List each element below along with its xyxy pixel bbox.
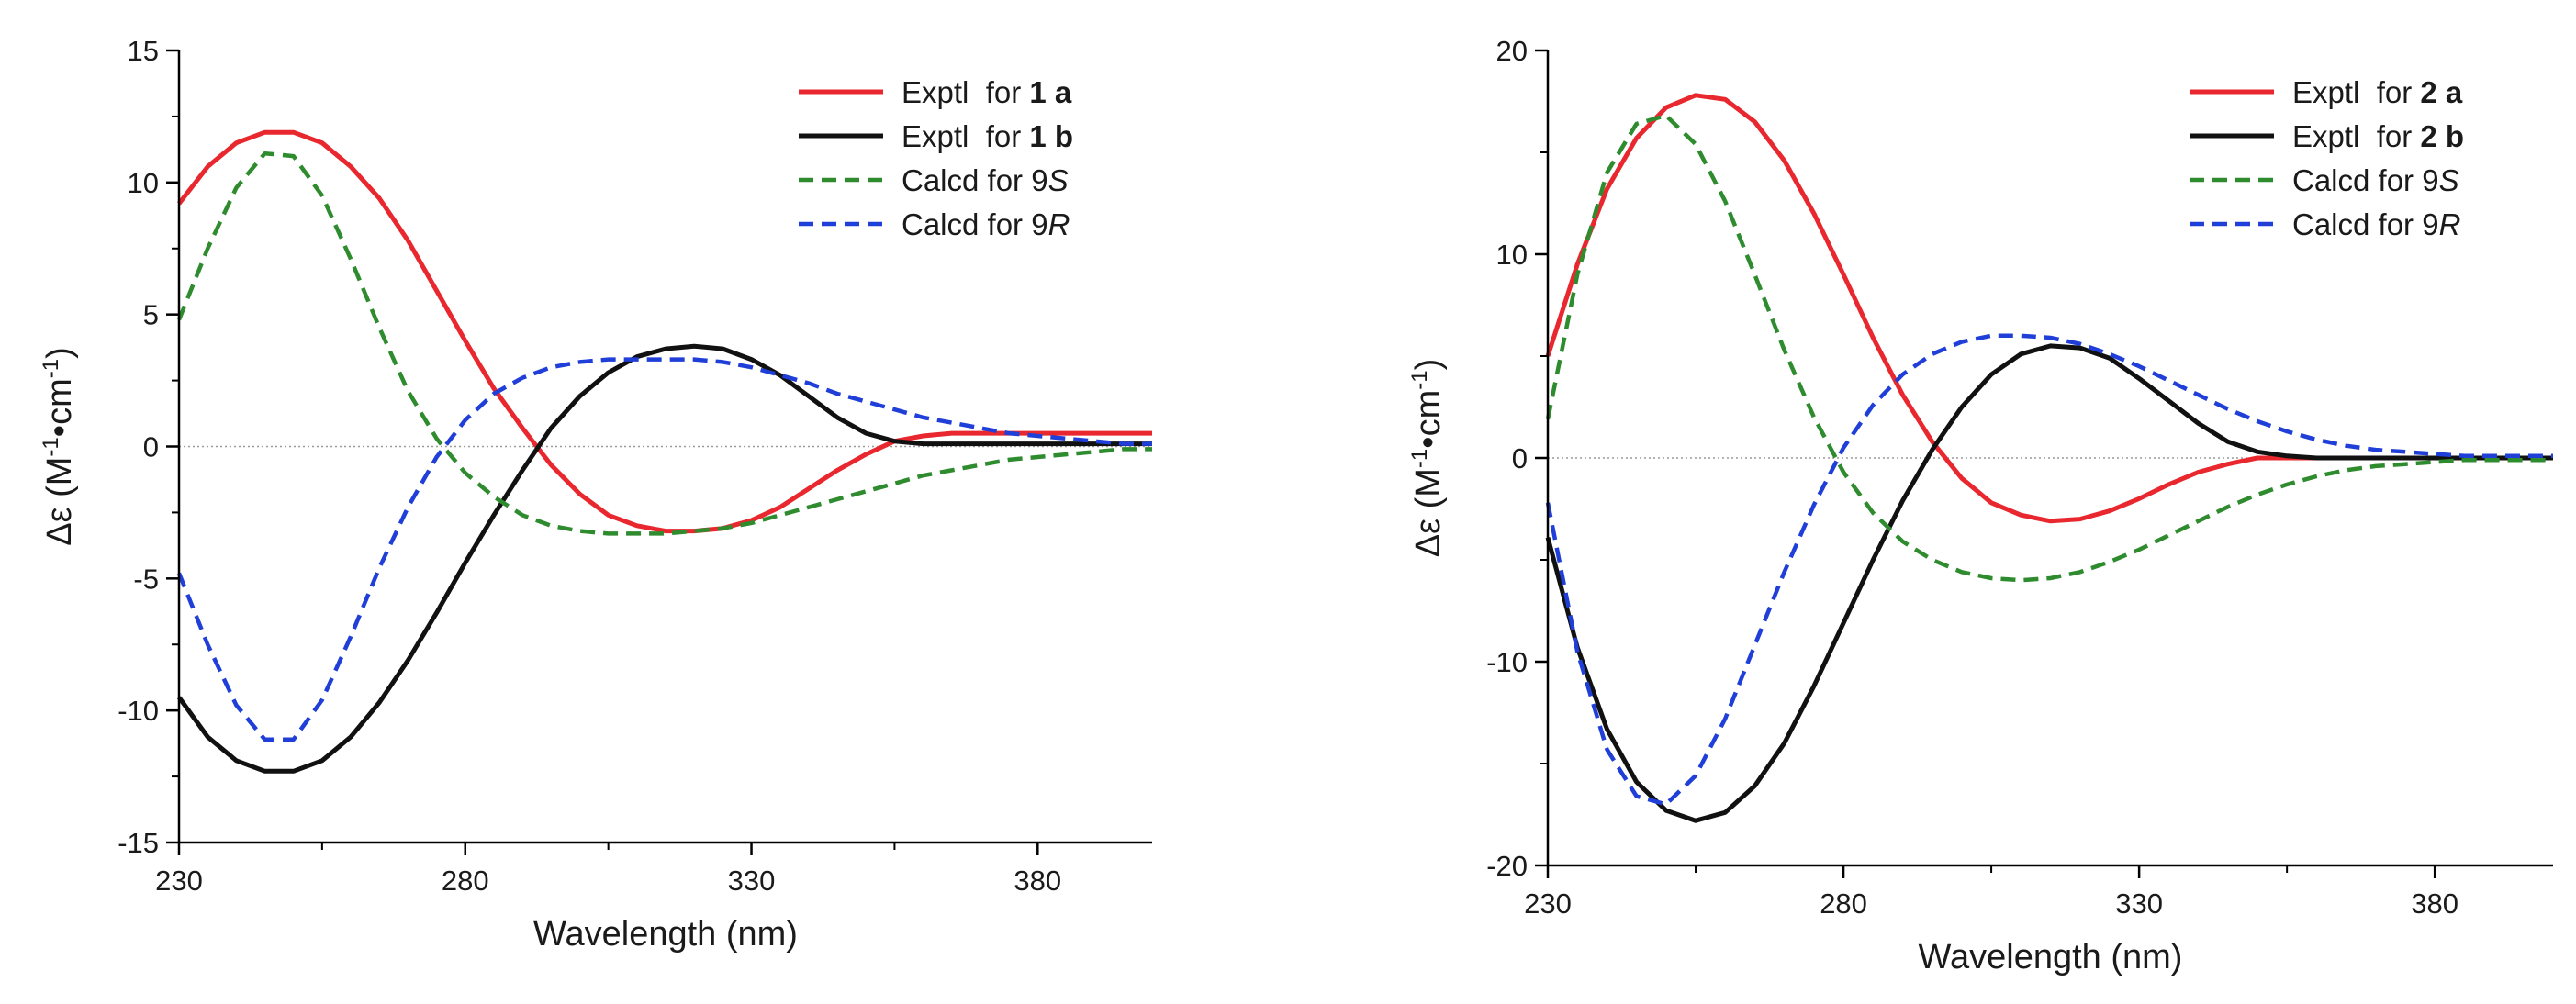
x-tick-label: 230 — [1524, 887, 1572, 920]
x-tick-label: 330 — [728, 865, 776, 897]
y-axis-label: Δε (M-1•cm-1) — [39, 347, 79, 546]
y-tick-label: -20 — [1486, 850, 1528, 882]
cd-chart-right: 230 280 330 380 -20 -10 0 10 20 Wavelength (nm) Δε… — [1407, 35, 2553, 976]
y-tick-label: 20 — [1496, 35, 1528, 67]
y-tick-label: -15 — [118, 827, 159, 859]
series-line-4 — [176, 357, 1152, 742]
y-tick-label: 10 — [1496, 239, 1528, 271]
x-tick-label: 380 — [1014, 865, 1061, 897]
y-tick-label: -5 — [133, 563, 159, 595]
x-axis-label: Wavelength (nm) — [533, 915, 798, 954]
legend-entry-label: Calcd for 9S — [902, 163, 1069, 197]
y-tick-label: 5 — [143, 299, 159, 331]
cd-chart-left: 230 280 330 380 -15 -10 -5 0 5 10 15 Wavelength (nm… — [39, 35, 1152, 954]
legend-entry-label: Exptl for 2 b — [2292, 119, 2464, 153]
y-tick-label: 0 — [143, 431, 159, 463]
y-tick-label: -10 — [1486, 646, 1528, 678]
legend-entry-label: Calcd for 9R — [902, 207, 1070, 241]
y-tick-label: -10 — [118, 695, 159, 727]
x-tick-label: 280 — [442, 865, 489, 897]
legend-entry-label: Calcd for 9R — [2292, 207, 2460, 241]
legend-entry-label: Exptl for 1 b — [902, 119, 1073, 153]
y-axis-label: Δε (M-1•cm-1) — [1407, 359, 1448, 558]
legend-entry-label: Calcd for 9S — [2292, 163, 2459, 197]
x-tick-label: 230 — [155, 865, 203, 897]
legend-entry-label: Exptl for 2 a — [2292, 75, 2463, 109]
series-line-2 — [1545, 343, 2553, 823]
series-line-3 — [1545, 113, 2553, 583]
y-tick-label: 0 — [1512, 442, 1528, 474]
x-tick-label: 380 — [2411, 887, 2458, 920]
series-line-4 — [1545, 333, 2553, 807]
legend-entry-label: Exptl for 1 a — [902, 75, 1072, 109]
x-tick-label: 330 — [2115, 887, 2163, 920]
series-line-2 — [176, 343, 1152, 774]
y-tick-label: 10 — [128, 167, 159, 199]
x-tick-label: 280 — [1820, 887, 1867, 920]
y-tick-label: 15 — [128, 35, 159, 67]
x-axis-label: Wavelength (nm) — [1919, 938, 2183, 976]
series-line-3 — [176, 151, 1152, 536]
series-line-1 — [177, 129, 1152, 534]
